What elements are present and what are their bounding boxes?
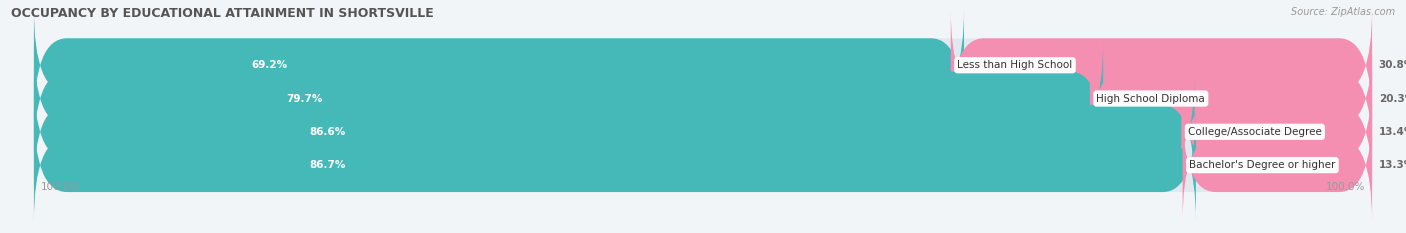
Text: College/Associate Degree: College/Associate Degree (1188, 127, 1322, 137)
Text: 100.0%: 100.0% (1326, 182, 1365, 192)
Text: 13.4%: 13.4% (1379, 127, 1406, 137)
FancyBboxPatch shape (34, 75, 1372, 188)
Text: Source: ZipAtlas.com: Source: ZipAtlas.com (1291, 7, 1395, 17)
FancyBboxPatch shape (34, 42, 1104, 155)
FancyBboxPatch shape (34, 109, 1372, 221)
Text: 69.2%: 69.2% (252, 60, 288, 70)
FancyBboxPatch shape (34, 9, 965, 121)
FancyBboxPatch shape (1090, 42, 1372, 155)
FancyBboxPatch shape (950, 9, 1372, 121)
FancyBboxPatch shape (1181, 75, 1372, 188)
FancyBboxPatch shape (1182, 109, 1372, 221)
Text: 86.6%: 86.6% (309, 127, 346, 137)
FancyBboxPatch shape (34, 109, 1197, 221)
FancyBboxPatch shape (34, 75, 1195, 188)
Text: 100.0%: 100.0% (41, 182, 80, 192)
Text: 30.8%: 30.8% (1379, 60, 1406, 70)
Text: 13.3%: 13.3% (1379, 160, 1406, 170)
Text: OCCUPANCY BY EDUCATIONAL ATTAINMENT IN SHORTSVILLE: OCCUPANCY BY EDUCATIONAL ATTAINMENT IN S… (11, 7, 434, 20)
FancyBboxPatch shape (34, 42, 1372, 155)
Text: Less than High School: Less than High School (957, 60, 1073, 70)
Text: 20.3%: 20.3% (1379, 93, 1406, 103)
FancyBboxPatch shape (34, 9, 1372, 121)
Text: 79.7%: 79.7% (287, 93, 323, 103)
Text: 86.7%: 86.7% (309, 160, 346, 170)
Text: Bachelor's Degree or higher: Bachelor's Degree or higher (1189, 160, 1336, 170)
Text: High School Diploma: High School Diploma (1097, 93, 1205, 103)
